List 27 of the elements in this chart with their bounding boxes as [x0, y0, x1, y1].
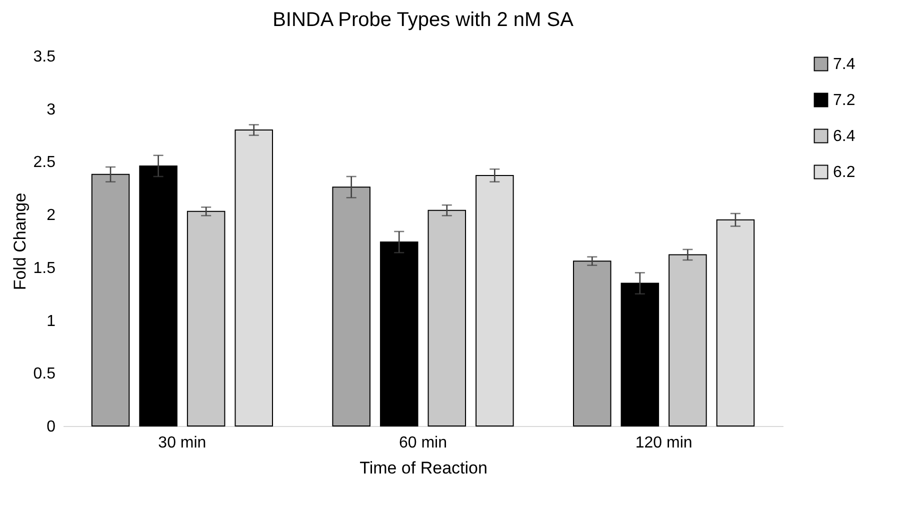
- x-tick-label: 30 min: [158, 434, 206, 452]
- bar: [139, 165, 178, 426]
- legend-label: 6.2: [833, 164, 856, 181]
- y-tick-label: 2: [46, 207, 56, 224]
- y-tick-label: 0: [46, 418, 56, 436]
- legend-label: 6.4: [833, 128, 856, 145]
- legend-label: 7.2: [833, 92, 856, 109]
- bar: [668, 254, 707, 426]
- chart-title: BINDA Probe Types with 2 nM SA: [272, 9, 574, 31]
- bar: [380, 242, 418, 426]
- x-tick-label: 60 min: [398, 434, 448, 452]
- y-tick-label: 3.5: [33, 48, 56, 66]
- x-axis-title: Time of Reaction: [360, 458, 488, 478]
- bar: [186, 210, 226, 426]
- y-tick-label: 1: [46, 312, 56, 330]
- bar: [620, 282, 660, 426]
- bar: [332, 186, 370, 426]
- bar: [428, 210, 466, 426]
- y-tick-label: 0.5: [33, 366, 56, 383]
- y-tick-label: 3: [46, 101, 56, 118]
- y-tick-label: 1.5: [33, 260, 56, 277]
- bar: [91, 174, 130, 426]
- y-axis-title: Fold Change: [10, 192, 30, 290]
- bar: [573, 260, 612, 426]
- legend-label: 7.4: [833, 56, 856, 73]
- y-tick-label: 2.5: [33, 154, 56, 172]
- x-tick-label: 120 min: [635, 434, 692, 452]
